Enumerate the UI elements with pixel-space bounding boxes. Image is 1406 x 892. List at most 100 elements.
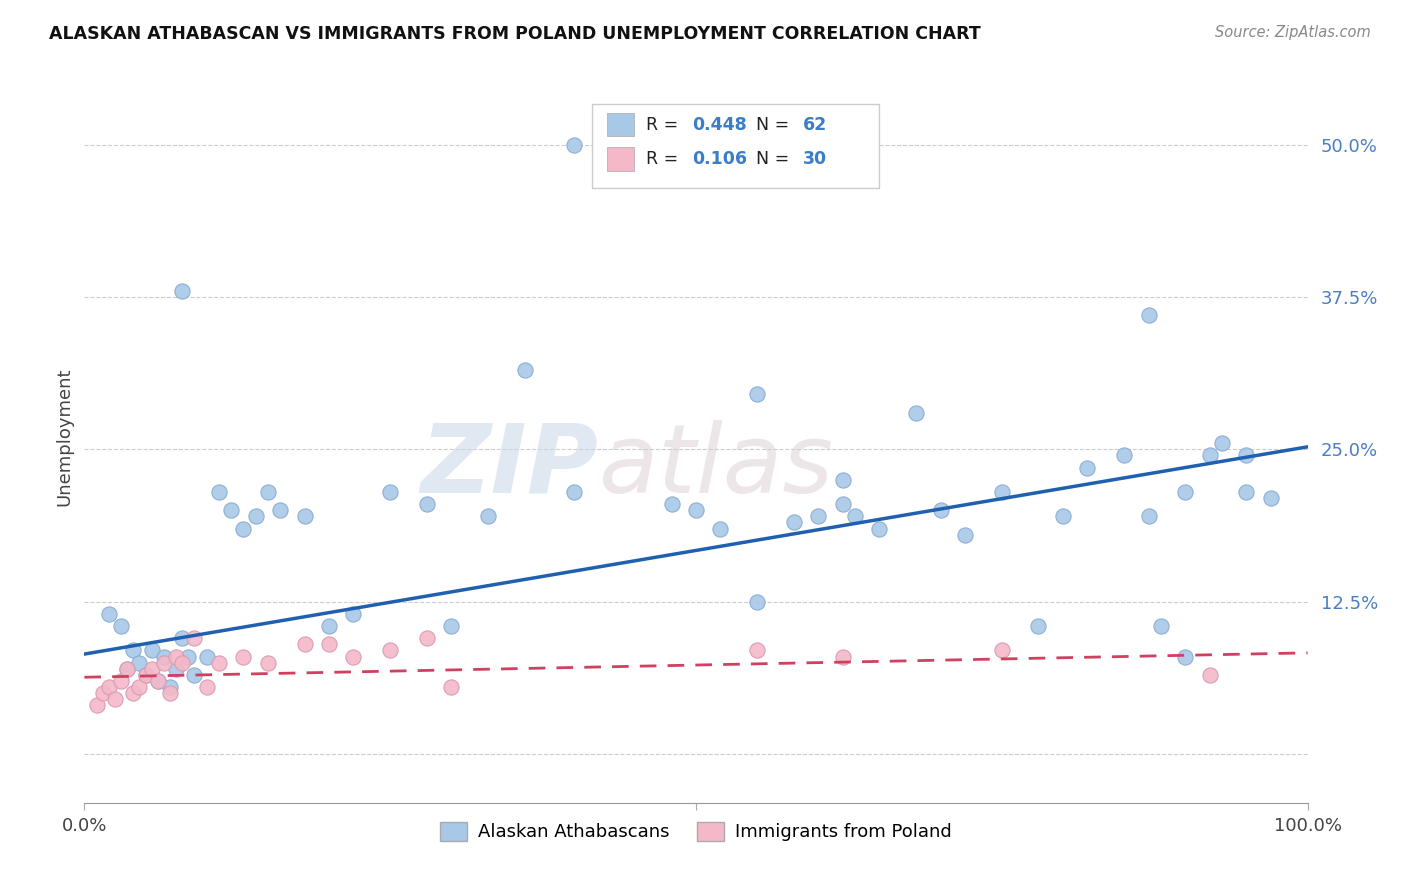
Point (195, 680, 218, 694)
Point (747, 643, 769, 657)
Point (269, 503, 291, 517)
Point (1236, 448, 1258, 462)
Point (1174, 485, 1197, 500)
Point (146, 673, 169, 688)
Point (122, 643, 145, 657)
Point (165, 649, 187, 664)
Text: Source: ZipAtlas.com: Source: ZipAtlas.com (1215, 25, 1371, 40)
Text: 0.106: 0.106 (692, 150, 748, 168)
Point (115, 662, 138, 676)
Point (153, 656, 176, 670)
Point (294, 509, 316, 524)
Point (172, 632, 194, 646)
Point (294, 637, 316, 651)
Point (97, 680, 120, 694)
Point (905, 406, 928, 420)
Point (1114, 448, 1136, 462)
Point (685, 503, 707, 517)
Point (110, 673, 132, 688)
Point (257, 656, 280, 670)
Point (208, 485, 231, 500)
Point (141, 662, 163, 676)
Point (747, 387, 769, 401)
Point (929, 503, 952, 517)
Point (991, 485, 1014, 500)
Text: R =: R = (645, 150, 683, 168)
Point (172, 284, 194, 298)
Point (128, 680, 150, 694)
Point (991, 643, 1014, 657)
Text: 62: 62 (803, 116, 827, 134)
Point (661, 497, 683, 511)
Text: ALASKAN ATHABASCAN VS IMMIGRANTS FROM POLAND UNEMPLOYMENT CORRELATION CHART: ALASKAN ATHABASCAN VS IMMIGRANTS FROM PO… (49, 25, 981, 43)
Point (831, 473, 853, 487)
Point (342, 607, 364, 621)
Text: ZIP: ZIP (420, 420, 598, 513)
Point (86, 698, 108, 713)
Point (342, 649, 364, 664)
Point (1150, 619, 1173, 633)
Point (1260, 491, 1282, 505)
FancyBboxPatch shape (606, 147, 634, 171)
Point (685, 137, 707, 152)
Legend: Alaskan Athabascans, Immigrants from Poland: Alaskan Athabascans, Immigrants from Pol… (433, 814, 959, 848)
Point (219, 503, 242, 517)
Text: R =: R = (645, 116, 683, 134)
Point (97, 607, 120, 621)
Point (953, 527, 976, 541)
Point (159, 686, 181, 700)
Point (380, 485, 402, 500)
Point (245, 509, 267, 524)
Point (195, 649, 218, 664)
Point (135, 667, 157, 681)
Point (440, 680, 463, 694)
Point (416, 497, 439, 511)
Point (146, 673, 169, 688)
Y-axis label: Unemployment: Unemployment (55, 368, 73, 507)
Point (513, 363, 536, 377)
Point (869, 521, 891, 535)
Point (831, 649, 853, 664)
Point (831, 497, 853, 511)
Point (115, 662, 138, 676)
Point (172, 656, 194, 670)
Point (1052, 509, 1074, 524)
Text: 30: 30 (803, 150, 827, 168)
Point (1137, 509, 1160, 524)
Point (141, 643, 163, 657)
Point (318, 619, 340, 633)
Point (416, 632, 439, 646)
Point (1236, 485, 1258, 500)
Point (562, 137, 585, 152)
Point (257, 485, 280, 500)
Text: 0.448: 0.448 (692, 116, 747, 134)
Point (91, 686, 114, 700)
Point (232, 521, 254, 535)
Point (562, 485, 585, 500)
Point (110, 619, 132, 633)
Point (1211, 436, 1233, 450)
Point (380, 643, 402, 657)
Point (128, 656, 150, 670)
Point (208, 656, 231, 670)
Point (844, 509, 866, 524)
Point (177, 649, 200, 664)
Point (135, 667, 157, 681)
Point (232, 649, 254, 664)
Point (1028, 619, 1050, 633)
Text: atlas: atlas (598, 420, 834, 513)
Point (807, 509, 830, 524)
Point (709, 521, 731, 535)
FancyBboxPatch shape (606, 113, 634, 136)
Point (1137, 308, 1160, 322)
Point (1198, 448, 1220, 462)
Point (183, 632, 205, 646)
Point (783, 516, 806, 530)
FancyBboxPatch shape (592, 104, 880, 188)
Text: N =: N = (756, 150, 794, 168)
Point (122, 686, 145, 700)
Point (1174, 649, 1197, 664)
Point (153, 649, 176, 664)
Point (440, 619, 463, 633)
Text: N =: N = (756, 116, 794, 134)
